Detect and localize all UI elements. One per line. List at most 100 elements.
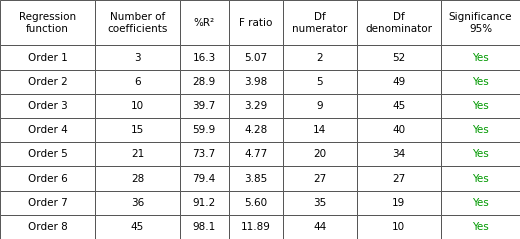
Bar bbox=[283, 215, 357, 239]
Bar bbox=[229, 45, 283, 70]
Text: Significance
95%: Significance 95% bbox=[449, 11, 512, 34]
Bar bbox=[283, 45, 357, 70]
Bar bbox=[95, 142, 180, 166]
Text: %R²: %R² bbox=[193, 18, 215, 28]
Bar bbox=[357, 0, 441, 45]
Text: Yes: Yes bbox=[472, 198, 489, 208]
Bar bbox=[180, 0, 229, 45]
Text: Yes: Yes bbox=[472, 53, 489, 63]
Text: 98.1: 98.1 bbox=[192, 222, 216, 232]
Bar bbox=[357, 215, 441, 239]
Text: 27: 27 bbox=[392, 174, 406, 184]
Bar bbox=[283, 191, 357, 215]
Text: 5.60: 5.60 bbox=[244, 198, 267, 208]
Text: Df
denominator: Df denominator bbox=[366, 11, 432, 34]
Text: 2: 2 bbox=[317, 53, 323, 63]
Bar bbox=[180, 45, 229, 70]
Text: 49: 49 bbox=[392, 77, 406, 87]
Bar bbox=[229, 215, 283, 239]
Text: 21: 21 bbox=[131, 149, 144, 159]
Text: 36: 36 bbox=[131, 198, 144, 208]
Bar bbox=[0, 166, 95, 191]
Bar bbox=[441, 70, 520, 94]
Text: Order 6: Order 6 bbox=[28, 174, 68, 184]
Text: Yes: Yes bbox=[472, 125, 489, 135]
Text: Yes: Yes bbox=[472, 174, 489, 184]
Text: 10: 10 bbox=[392, 222, 406, 232]
Text: 73.7: 73.7 bbox=[192, 149, 216, 159]
Bar bbox=[357, 94, 441, 118]
Bar bbox=[441, 166, 520, 191]
Text: Order 7: Order 7 bbox=[28, 198, 68, 208]
Text: 39.7: 39.7 bbox=[192, 101, 216, 111]
Bar bbox=[283, 166, 357, 191]
Text: Regression
function: Regression function bbox=[19, 11, 76, 34]
Bar bbox=[441, 191, 520, 215]
Text: 45: 45 bbox=[392, 101, 406, 111]
Text: 15: 15 bbox=[131, 125, 144, 135]
Bar bbox=[441, 142, 520, 166]
Bar bbox=[357, 45, 441, 70]
Bar bbox=[441, 94, 520, 118]
Text: 3.85: 3.85 bbox=[244, 174, 268, 184]
Text: 16.3: 16.3 bbox=[192, 53, 216, 63]
Bar bbox=[95, 94, 180, 118]
Bar bbox=[95, 45, 180, 70]
Bar bbox=[180, 142, 229, 166]
Bar bbox=[229, 118, 283, 142]
Text: Order 4: Order 4 bbox=[28, 125, 68, 135]
Bar bbox=[95, 70, 180, 94]
Bar bbox=[229, 0, 283, 45]
Text: Order 3: Order 3 bbox=[28, 101, 68, 111]
Text: 4.77: 4.77 bbox=[244, 149, 268, 159]
Text: 5: 5 bbox=[317, 77, 323, 87]
Bar bbox=[180, 118, 229, 142]
Text: 35: 35 bbox=[313, 198, 327, 208]
Text: 10: 10 bbox=[131, 101, 144, 111]
Text: Order 8: Order 8 bbox=[28, 222, 68, 232]
Text: 44: 44 bbox=[313, 222, 327, 232]
Text: F ratio: F ratio bbox=[239, 18, 272, 28]
Text: 40: 40 bbox=[392, 125, 406, 135]
Text: 6: 6 bbox=[134, 77, 141, 87]
Bar bbox=[229, 166, 283, 191]
Bar bbox=[95, 166, 180, 191]
Bar bbox=[441, 215, 520, 239]
Bar bbox=[357, 166, 441, 191]
Text: 59.9: 59.9 bbox=[192, 125, 216, 135]
Text: Order 5: Order 5 bbox=[28, 149, 68, 159]
Text: Yes: Yes bbox=[472, 101, 489, 111]
Text: 52: 52 bbox=[392, 53, 406, 63]
Bar bbox=[441, 118, 520, 142]
Text: 19: 19 bbox=[392, 198, 406, 208]
Text: 45: 45 bbox=[131, 222, 144, 232]
Bar bbox=[0, 70, 95, 94]
Bar bbox=[357, 118, 441, 142]
Text: 3: 3 bbox=[134, 53, 141, 63]
Bar bbox=[0, 0, 95, 45]
Bar bbox=[180, 215, 229, 239]
Bar bbox=[0, 142, 95, 166]
Bar bbox=[180, 166, 229, 191]
Bar bbox=[0, 215, 95, 239]
Bar bbox=[357, 70, 441, 94]
Bar bbox=[441, 45, 520, 70]
Bar bbox=[283, 118, 357, 142]
Bar bbox=[95, 215, 180, 239]
Text: 20: 20 bbox=[314, 149, 327, 159]
Bar bbox=[229, 191, 283, 215]
Text: 11.89: 11.89 bbox=[241, 222, 271, 232]
Bar bbox=[283, 142, 357, 166]
Text: Order 2: Order 2 bbox=[28, 77, 68, 87]
Text: Number of
coefficients: Number of coefficients bbox=[107, 11, 167, 34]
Bar bbox=[229, 142, 283, 166]
Bar bbox=[95, 118, 180, 142]
Bar bbox=[0, 191, 95, 215]
Bar bbox=[180, 191, 229, 215]
Bar bbox=[357, 191, 441, 215]
Text: 3.98: 3.98 bbox=[244, 77, 268, 87]
Bar bbox=[441, 0, 520, 45]
Bar bbox=[283, 0, 357, 45]
Text: 9: 9 bbox=[317, 101, 323, 111]
Bar bbox=[180, 94, 229, 118]
